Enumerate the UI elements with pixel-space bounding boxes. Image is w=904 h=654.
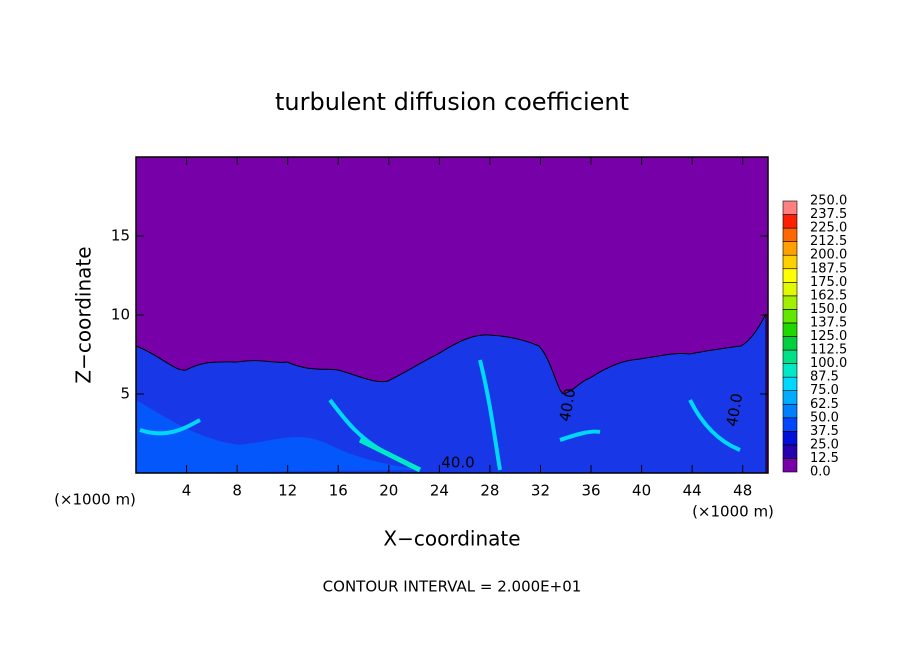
- colorbar-label: 112.5: [810, 343, 847, 358]
- colorbar-swatch: [782, 444, 798, 459]
- colorbar-label: 0.0: [810, 465, 831, 480]
- colorbar-label: 200.0: [810, 248, 847, 263]
- colorbar-label: 237.5: [810, 207, 847, 222]
- x-tick-label: 28: [480, 482, 499, 500]
- x-tick-label: 48: [733, 482, 752, 500]
- colorbar-swatch: [782, 200, 798, 215]
- x-tick-label: 4: [182, 482, 192, 500]
- colorbar-swatch: [782, 281, 798, 297]
- colorbar-swatch: [782, 376, 798, 391]
- y-tick-label: 10: [111, 306, 130, 324]
- contour-label: 40.0: [556, 387, 580, 423]
- field: [135, 157, 768, 474]
- x-axis-label: X−coordinate: [383, 527, 520, 551]
- colorbar-swatch: [782, 431, 798, 446]
- colorbar-swatch: [782, 309, 798, 324]
- colorbar-swatch: [782, 417, 798, 432]
- colorbar-label: 150.0: [810, 302, 847, 317]
- colorbar-swatch: [782, 403, 798, 419]
- colorbar-swatch: [782, 349, 798, 364]
- x-tick-label: 12: [278, 482, 297, 500]
- y-tick-label: 5: [120, 385, 130, 403]
- colorbar-label: 62.5: [810, 397, 839, 412]
- footer: CONTOUR INTERVAL = 2.000E+01: [323, 578, 582, 596]
- contour-label: 40.0: [723, 392, 747, 428]
- colorbar-swatch: [782, 227, 798, 242]
- y-axis-label: Z−coordinate: [72, 246, 96, 383]
- field-streak: [358, 437, 422, 473]
- y-tick-label: 15: [111, 227, 130, 245]
- colorbar-label: 225.0: [810, 221, 847, 236]
- colorbar-label: 50.0: [810, 410, 839, 425]
- colorbar-swatch: [782, 322, 798, 337]
- colorbar-label: 87.5: [810, 370, 839, 385]
- colorbar-swatch: [782, 458, 798, 473]
- contour-label: 40.0: [441, 454, 474, 472]
- colorbar-label: 212.5: [810, 234, 847, 249]
- colorbar-swatch: [782, 363, 798, 378]
- x-tick-label: 36: [581, 482, 600, 500]
- field-region: [136, 400, 420, 473]
- field-streak: [139, 359, 741, 471]
- colorbar-label: 25.0: [810, 437, 839, 452]
- colorbar-label: 187.5: [810, 261, 847, 276]
- colorbar-label: 250.0: [810, 194, 847, 209]
- chart-title: turbulent diffusion coefficient: [275, 88, 629, 116]
- x-tick-label: 44: [683, 482, 702, 500]
- x-tick-label: 24: [430, 482, 449, 500]
- colorbar-label: 12.5: [810, 451, 839, 466]
- colorbar-label: 175.0: [810, 275, 847, 290]
- x-tick-label: 20: [379, 482, 398, 500]
- colorbar-swatch: [782, 390, 798, 405]
- colorbar-swatch: [782, 336, 798, 351]
- colorbar-label: 37.5: [810, 424, 839, 439]
- colorbar-label: 75.0: [810, 383, 839, 398]
- x-tick-label: 8: [232, 482, 242, 500]
- colorbar-swatch: [782, 295, 798, 310]
- colorbar-label: 137.5: [810, 315, 847, 330]
- x-unit-label: (×1000 m): [692, 503, 774, 521]
- x-tick-label: 16: [329, 482, 348, 500]
- colorbar-label: 100.0: [810, 356, 847, 371]
- colorbar-swatch: [782, 254, 798, 270]
- x-unit-label: (×1000 m): [54, 491, 136, 509]
- x-tick-label: 32: [531, 482, 550, 500]
- x-tick-label: 40: [632, 482, 651, 500]
- colorbar-swatch: [782, 268, 798, 283]
- field-region: [135, 313, 767, 474]
- colorbar-swatch: [782, 241, 798, 256]
- colorbar-label: 162.5: [810, 288, 847, 303]
- colorbar-swatch: [782, 214, 798, 229]
- colorbar-label: 125.0: [810, 329, 847, 344]
